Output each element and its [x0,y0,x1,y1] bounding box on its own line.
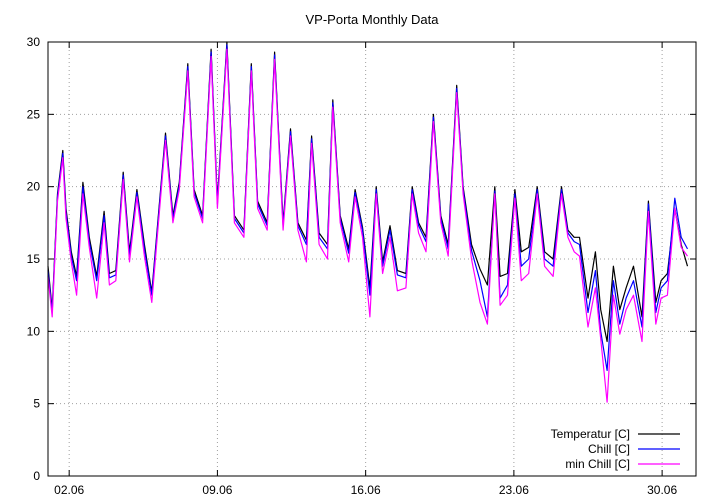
y-tick-label: 0 [33,469,40,483]
legend: Temperatur [C]Chill [C]min Chill [C] [551,427,680,471]
x-tick-label: 02.06 [54,483,84,497]
x-tick-label: 23.06 [499,483,529,497]
x-tick-label: 30.06 [647,483,677,497]
y-tick-label: 15 [27,252,41,266]
legend-label-2: min Chill [C] [565,457,630,471]
y-tick-label: 30 [27,35,41,49]
axis-ticks: 0 5 10 15 20 25 30 02.06 09.06 16.06 23.06 30.06 [27,35,696,497]
series-line-2 [47,48,688,403]
x-tick-label: 16.06 [351,483,381,497]
y-tick-label: 10 [27,324,41,338]
y-tick-label: 20 [27,180,41,194]
y-tick-label: 5 [33,397,40,411]
legend-label-0: Temperatur [C] [551,427,630,441]
series-layer [47,41,689,403]
series-line-1 [47,44,689,371]
legend-label-1: Chill [C] [588,442,630,456]
x-tick-label: 09.06 [202,483,232,497]
chart-title: VP-Porta Monthly Data [306,12,440,27]
y-tick-label: 25 [27,107,41,121]
